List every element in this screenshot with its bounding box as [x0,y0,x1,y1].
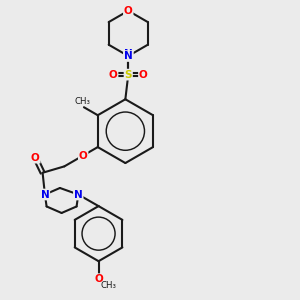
Text: O: O [139,70,148,80]
Text: N: N [74,190,82,200]
Text: O: O [124,6,133,16]
Text: O: O [109,70,118,80]
Text: O: O [94,274,103,284]
Text: O: O [79,151,88,160]
Text: CH₃: CH₃ [74,97,90,106]
Text: CH₃: CH₃ [100,280,116,290]
Text: O: O [31,153,40,163]
Text: N: N [124,51,133,61]
Text: S: S [124,70,132,80]
Text: N: N [40,190,49,200]
Text: N: N [124,49,133,59]
